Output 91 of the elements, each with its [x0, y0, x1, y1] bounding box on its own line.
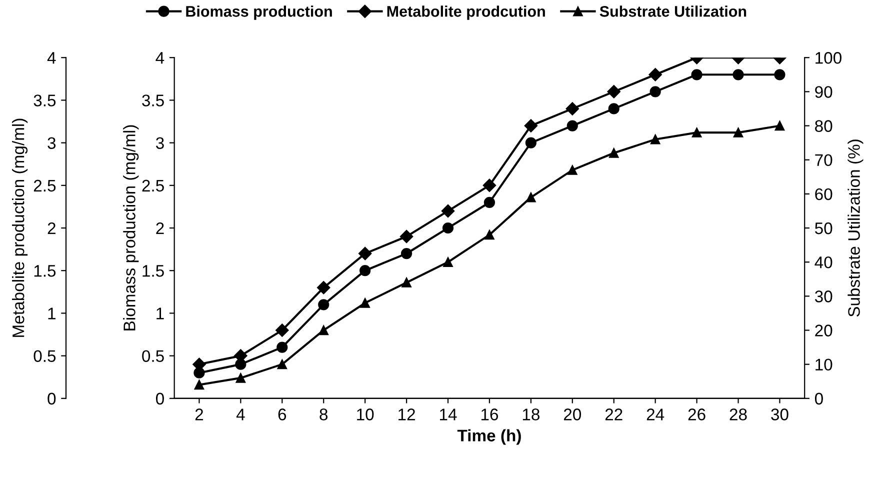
y2-tick-label: 30 [814, 290, 832, 302]
point [318, 325, 328, 336]
point [774, 69, 786, 80]
point [692, 128, 702, 138]
y2-axis-title: Substrate Utilization (%) [848, 140, 864, 317]
point [774, 120, 785, 131]
y-axis-title: Metabolite production (mg/ml) [12, 118, 28, 337]
y-tick-label: 3.5 [142, 94, 164, 106]
y2-tick-label: 20 [815, 324, 832, 336]
y2-tick-label: 10 [816, 358, 832, 371]
point [609, 148, 619, 158]
x-tick-label: 14 [440, 408, 457, 420]
x-tick-label: 4 [236, 408, 245, 420]
point [691, 69, 702, 80]
point [443, 257, 453, 267]
point [194, 367, 205, 378]
point [648, 68, 662, 82]
y2-tick-label: 60 [815, 188, 832, 200]
point [607, 85, 620, 98]
point [360, 265, 371, 276]
x-axis-title: Time (h) [457, 429, 521, 445]
point [400, 248, 412, 260]
x-tick-label: 20 [564, 408, 582, 420]
y-tick-label: 1 [156, 308, 164, 320]
y-tick-label: 1.5 [142, 265, 164, 277]
x-tick-label: 18 [522, 408, 540, 420]
y3-tick-label: 1.5 [34, 265, 56, 277]
point [524, 119, 538, 132]
legend-label: Metabolite prodcution [387, 6, 545, 20]
y3-tick-label: 3.5 [34, 94, 56, 106]
legend-label: Substrate Utilization [600, 6, 746, 17]
x-tick-label: 24 [646, 408, 664, 420]
y3-tick-label: 3 [48, 137, 56, 150]
y3-axis-title: Biomass production (mg/ml) [123, 125, 139, 330]
point [732, 69, 744, 80]
point [650, 86, 661, 98]
y3-tick-label: 4 [47, 52, 56, 64]
y2-tick-label: 50 [814, 222, 832, 234]
x-tick-label: 26 [688, 408, 706, 420]
point [566, 102, 579, 116]
point [402, 278, 412, 288]
y-tick-label: 2 [156, 222, 164, 234]
point [442, 222, 454, 234]
legend-label: Biomass production [186, 6, 332, 20]
point [484, 196, 496, 208]
y-tick-label: 3 [156, 137, 164, 150]
y-tick-label: 2.5 [142, 180, 164, 192]
x-tick-label: 2 [195, 408, 204, 420]
point [441, 204, 455, 218]
y2-tick-label: 100 [816, 52, 842, 64]
point [358, 246, 372, 260]
point [526, 192, 536, 202]
point [276, 342, 288, 353]
x-tick-label: 30 [771, 408, 788, 420]
point [733, 128, 744, 138]
y-tick-label: 0.5 [142, 350, 164, 362]
y2-tick-label: 70 [815, 154, 832, 166]
point [317, 281, 330, 294]
point [482, 178, 496, 192]
y3-tick-label: 0 [48, 392, 56, 405]
point [484, 230, 494, 240]
y2-tick-label: 40 [814, 256, 832, 268]
y2-tick-label: 80 [815, 120, 832, 132]
y3-tick-label: 0.5 [34, 350, 56, 362]
x-tick-label: 6 [278, 408, 286, 420]
point [194, 380, 204, 390]
y2-tick-label: 0 [814, 392, 823, 405]
point [568, 165, 578, 175]
point [400, 230, 414, 244]
point [360, 298, 370, 308]
point [235, 358, 246, 370]
point [566, 120, 578, 132]
point [525, 137, 536, 148]
point [276, 324, 289, 337]
x-tick-label: 12 [398, 408, 415, 420]
y2-tick-label: 90 [815, 86, 832, 98]
x-tick-label: 28 [730, 408, 747, 420]
point [650, 134, 660, 144]
x-tick-label: 10 [357, 408, 374, 420]
y3-tick-label: 2.5 [34, 180, 56, 192]
point [608, 103, 620, 114]
x-tick-label: 22 [605, 408, 622, 420]
y3-tick-label: 2 [48, 222, 56, 234]
x-tick-label: 8 [320, 408, 328, 420]
x-tick-label: 16 [481, 408, 498, 420]
point [236, 373, 246, 383]
y3-tick-label: 1 [48, 308, 56, 320]
point [318, 299, 330, 310]
y-tick-label: 0 [156, 392, 164, 405]
y-tick-label: 4 [156, 52, 164, 64]
point [277, 359, 287, 370]
